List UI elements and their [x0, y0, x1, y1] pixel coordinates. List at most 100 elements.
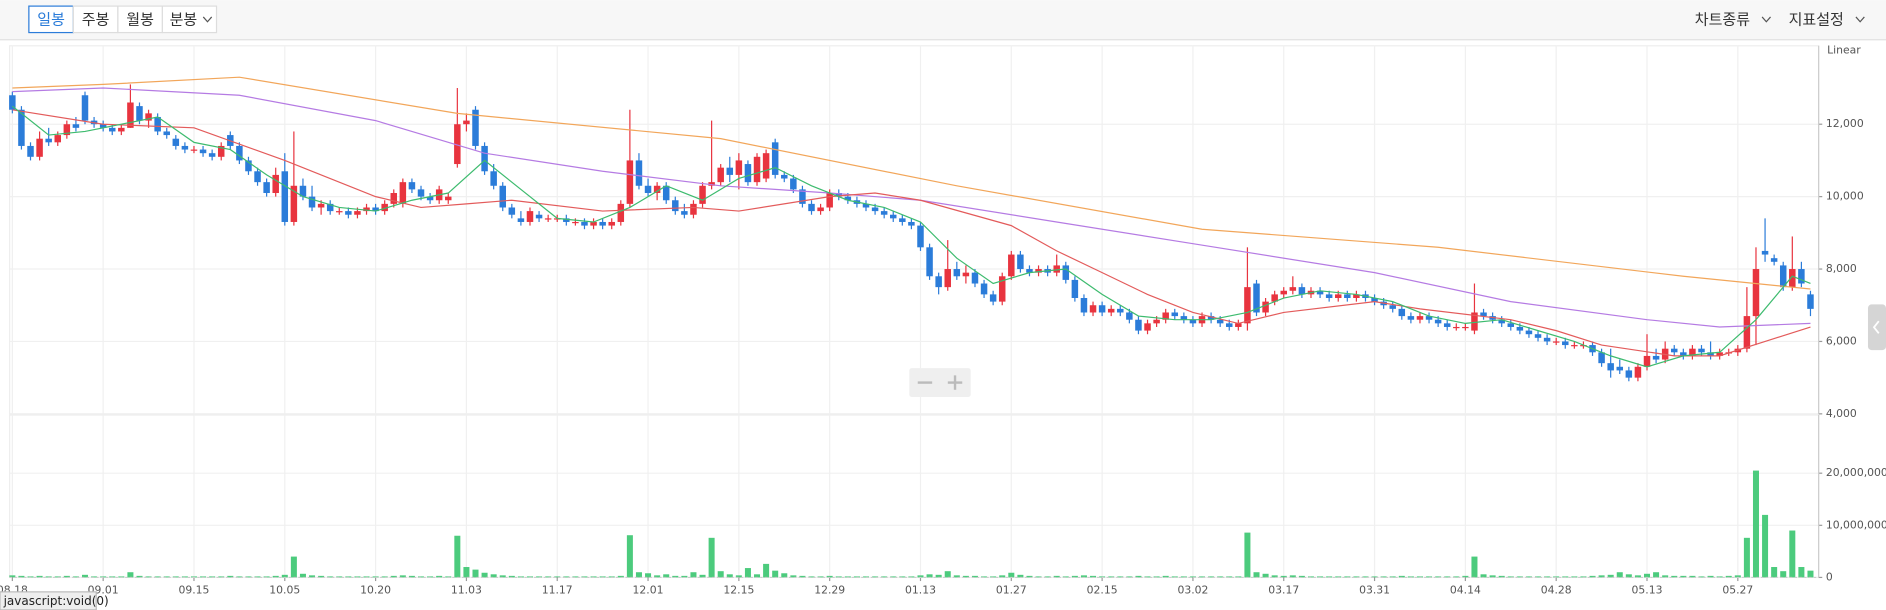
candle-body [544, 218, 552, 220]
candle-body [118, 127, 125, 132]
volume-bar [1498, 575, 1505, 578]
candle-body [417, 189, 425, 197]
candle-body [962, 272, 970, 277]
volume-bar [290, 556, 297, 578]
candle-body [1071, 279, 1079, 298]
volume-bar [1090, 575, 1097, 578]
candle-body [326, 203, 334, 212]
volume-bar [1280, 575, 1287, 578]
candle-body [426, 196, 434, 201]
candle-body [1334, 294, 1342, 298]
candle-body [1707, 352, 1714, 356]
candle-body [1017, 254, 1024, 270]
volume-bar [744, 568, 751, 578]
volume-bar [1298, 575, 1305, 578]
volume-bar [1453, 576, 1460, 578]
volume-bar [218, 576, 225, 578]
zoom-control[interactable] [909, 368, 971, 398]
volume-bar [1516, 576, 1523, 578]
volume-bar [399, 575, 406, 578]
volume-bar [318, 575, 325, 578]
candle-body [1598, 352, 1605, 364]
candle-body [1098, 305, 1106, 313]
candle-body [236, 145, 243, 161]
volume-bar [1017, 574, 1024, 578]
zoom-box [909, 368, 971, 398]
candle-body [272, 174, 279, 194]
volume-bar [508, 575, 515, 578]
candle-body [617, 203, 625, 222]
candle-body [63, 124, 71, 136]
moving-average [12, 76, 1811, 290]
volume-bar [227, 575, 234, 578]
x-tick-label: 12.15 [723, 584, 754, 597]
candle-body [1534, 334, 1542, 338]
volume-bar [717, 571, 724, 578]
handle[interactable] [1867, 304, 1886, 351]
button-bg [72, 5, 119, 34]
volume-bar [1707, 575, 1714, 578]
volume-bar [917, 575, 924, 578]
volume-bar [1262, 573, 1269, 578]
volume-bar [699, 574, 706, 578]
menu-button[interactable]: 지표설정 [1789, 10, 1865, 28]
candle-body [653, 185, 661, 194]
candle-body [1180, 316, 1188, 320]
candle-body [499, 185, 506, 208]
candle-body [145, 113, 152, 121]
volume-bar [672, 575, 679, 578]
candle-body [508, 207, 516, 215]
candle-body [799, 189, 806, 204]
candle-body [989, 294, 997, 302]
volume-bar [499, 575, 506, 578]
candle-body [472, 109, 479, 146]
volume-bar [136, 575, 143, 578]
volume-bar [18, 575, 25, 578]
status-text: javascript:void(0) [3, 594, 109, 608]
volume-bar [1698, 576, 1705, 578]
volume-bar [163, 576, 170, 578]
candle-body [490, 171, 497, 186]
period-button[interactable]: 주봉 [72, 5, 119, 34]
candle-body [372, 207, 379, 212]
candle-body [1761, 250, 1769, 255]
volume-bar [1489, 575, 1496, 578]
period-button[interactable]: 일봉 [28, 5, 74, 34]
candle-body [1371, 297, 1378, 302]
scale-label: Linear [1827, 44, 1861, 57]
candle-body [18, 109, 25, 146]
volume-bar [981, 576, 988, 578]
panel-frame [9, 45, 1820, 415]
volume-bar [890, 576, 897, 578]
candle-body [1080, 297, 1088, 313]
period-button[interactable]: 월봉 [117, 5, 163, 34]
candle-body [481, 145, 488, 172]
candle-body [1543, 337, 1551, 342]
volume-bar [1371, 576, 1378, 578]
volume-bar [481, 572, 488, 578]
candle-body [1634, 366, 1642, 378]
candle-body [1344, 294, 1351, 298]
side-handle[interactable] [1867, 304, 1886, 351]
volume-bar [654, 575, 661, 578]
candle-body [81, 95, 89, 121]
volume-bar [999, 575, 1006, 578]
plot: 4,000 6,000 8,000 10,000 12,000 0 10,000,000 20… [0, 44, 1886, 597]
candle-body [844, 196, 852, 201]
volume-bar [127, 572, 134, 578]
candle-body [299, 185, 307, 197]
volume-bar [1162, 575, 1169, 578]
candle-body [781, 174, 788, 179]
volume-bar [1199, 576, 1206, 578]
volume-bar [817, 576, 824, 578]
candle-body [1126, 312, 1133, 320]
candle-body [127, 102, 134, 128]
period-button[interactable]: 분봉 [161, 5, 218, 34]
candle-body [917, 225, 924, 248]
menu-button[interactable]: 차트종류 [1695, 10, 1771, 28]
volume-bar [390, 575, 397, 578]
candle-body [181, 145, 189, 150]
candle-body [726, 167, 734, 175]
candle-body [998, 276, 1006, 302]
